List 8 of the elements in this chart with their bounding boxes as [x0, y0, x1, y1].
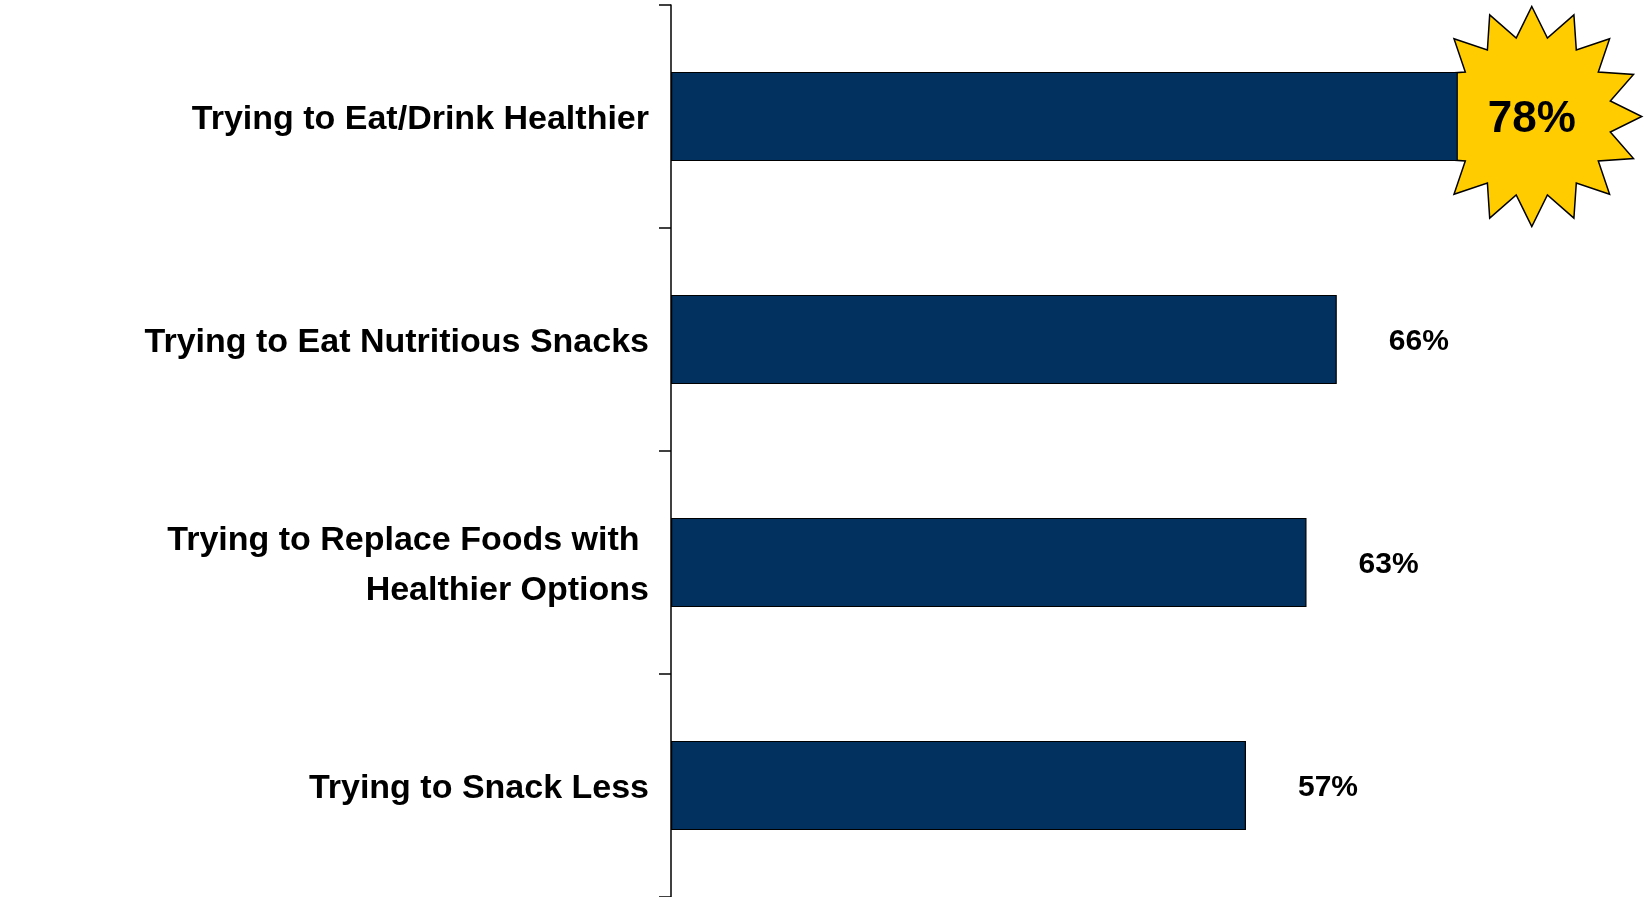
data-label: 57%: [1297, 769, 1359, 802]
y-tick-label: Trying to Eat Nutritious Snacks: [144, 320, 649, 359]
data-label: 78%: [1487, 92, 1576, 141]
data-label: 66%: [1388, 323, 1449, 356]
data-label: 63%: [1358, 546, 1419, 579]
y-tick-label: Trying to Eat/Drink Healthier: [191, 97, 649, 136]
y-tick-label: Trying to Replace Foods with Healthier Options: [167, 518, 649, 607]
y-tick-label: Trying to Snack Less: [308, 766, 649, 805]
